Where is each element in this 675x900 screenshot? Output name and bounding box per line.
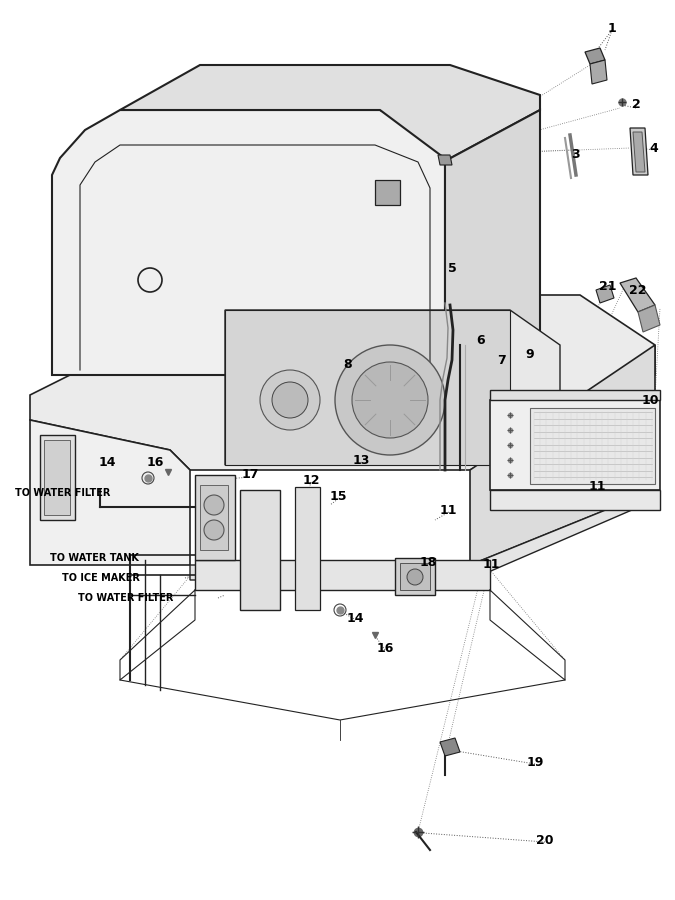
Polygon shape xyxy=(52,110,445,375)
Polygon shape xyxy=(190,490,655,580)
Polygon shape xyxy=(30,420,190,565)
Text: 5: 5 xyxy=(448,262,456,274)
Text: TO ICE MAKER: TO ICE MAKER xyxy=(62,573,140,583)
Text: 11: 11 xyxy=(588,481,605,493)
Circle shape xyxy=(272,382,308,418)
Polygon shape xyxy=(490,490,660,510)
Polygon shape xyxy=(590,60,607,84)
Text: 4: 4 xyxy=(649,141,658,155)
Polygon shape xyxy=(596,285,614,303)
Polygon shape xyxy=(445,110,540,375)
Polygon shape xyxy=(40,435,75,520)
Polygon shape xyxy=(375,180,400,205)
Text: 16: 16 xyxy=(377,642,394,654)
Text: 14: 14 xyxy=(346,611,364,625)
Text: 13: 13 xyxy=(352,454,370,466)
Polygon shape xyxy=(195,475,235,560)
Polygon shape xyxy=(44,440,70,515)
Polygon shape xyxy=(438,155,452,165)
Text: 17: 17 xyxy=(241,469,259,482)
Circle shape xyxy=(204,495,224,515)
Text: 16: 16 xyxy=(146,455,163,469)
Circle shape xyxy=(335,345,445,455)
Text: TO WATER TANK: TO WATER TANK xyxy=(50,553,139,563)
Polygon shape xyxy=(490,400,660,490)
Text: TO WATER FILTER: TO WATER FILTER xyxy=(78,593,173,603)
Polygon shape xyxy=(400,563,430,590)
Text: 22: 22 xyxy=(629,284,647,296)
Polygon shape xyxy=(530,408,655,484)
Text: 15: 15 xyxy=(329,491,347,503)
Text: 10: 10 xyxy=(641,393,659,407)
Text: 9: 9 xyxy=(526,348,535,362)
Polygon shape xyxy=(470,345,655,565)
Text: 19: 19 xyxy=(526,755,543,769)
Text: 11: 11 xyxy=(482,559,500,572)
Text: 14: 14 xyxy=(99,455,115,469)
Polygon shape xyxy=(620,278,655,312)
Polygon shape xyxy=(225,310,510,465)
Polygon shape xyxy=(585,48,605,64)
Polygon shape xyxy=(440,738,460,756)
Text: TO WATER FILTER: TO WATER FILTER xyxy=(15,488,111,498)
Text: 7: 7 xyxy=(497,354,506,366)
Text: 20: 20 xyxy=(536,833,554,847)
Polygon shape xyxy=(200,485,228,550)
Circle shape xyxy=(204,520,224,540)
Text: 12: 12 xyxy=(302,473,320,487)
Polygon shape xyxy=(195,560,490,590)
Polygon shape xyxy=(120,65,540,160)
Polygon shape xyxy=(240,490,280,610)
Text: 1: 1 xyxy=(608,22,616,34)
Polygon shape xyxy=(630,128,648,175)
Text: 6: 6 xyxy=(477,334,485,346)
Polygon shape xyxy=(30,295,655,470)
Text: 8: 8 xyxy=(344,358,352,372)
Polygon shape xyxy=(638,305,660,332)
Text: 21: 21 xyxy=(599,281,617,293)
Circle shape xyxy=(407,569,423,585)
Polygon shape xyxy=(633,132,645,172)
Polygon shape xyxy=(225,310,560,465)
Polygon shape xyxy=(295,487,320,610)
Text: 2: 2 xyxy=(632,98,641,112)
Circle shape xyxy=(260,370,320,430)
Text: 3: 3 xyxy=(570,148,579,161)
Circle shape xyxy=(352,362,428,438)
Text: 18: 18 xyxy=(419,555,437,569)
Polygon shape xyxy=(490,390,660,400)
Polygon shape xyxy=(395,558,435,595)
Text: 11: 11 xyxy=(439,503,457,517)
